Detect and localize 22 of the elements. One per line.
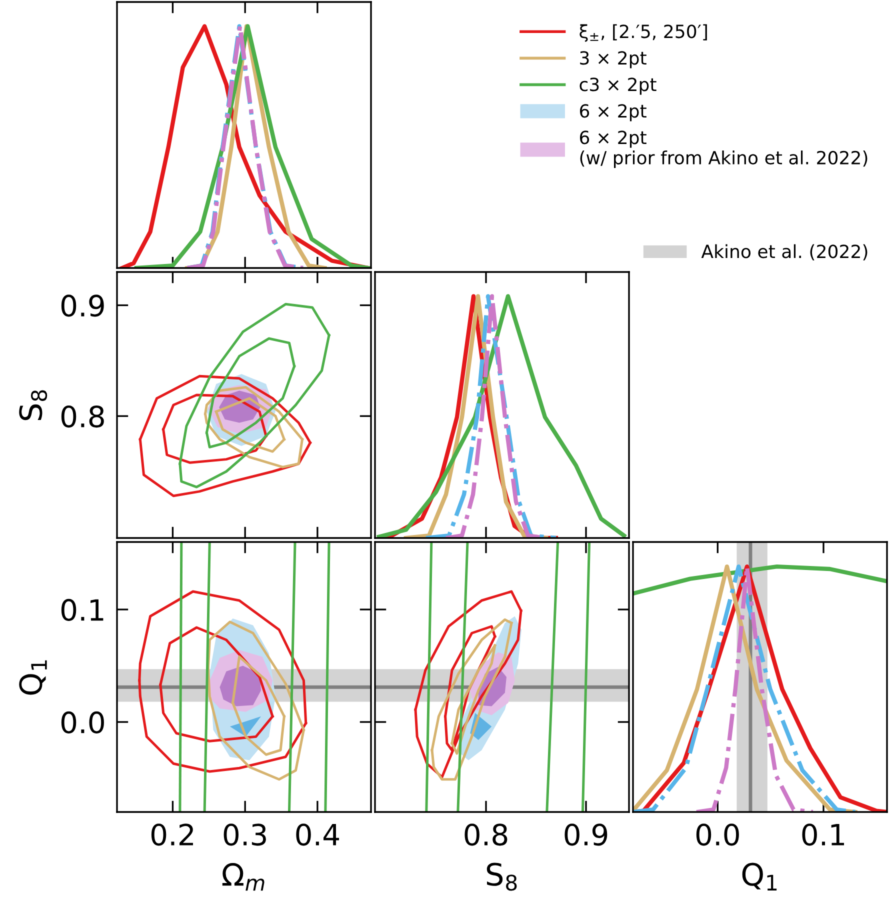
legend-label: 6 × 2pt (w/ prior from Akino et al. 2022) [580, 130, 868, 168]
x-tick-label: 0.8 [464, 824, 508, 846]
y-tick-label: 0.9 [61, 294, 104, 317]
x-tick-label: 0.1 [802, 824, 844, 846]
x-tick-label: 0.0 [696, 824, 739, 846]
legend-label: 3 × 2pt [580, 51, 646, 68]
legend-label: Akino et al. (2022) [701, 244, 868, 260]
y-tick-label: 0.8 [61, 406, 104, 428]
x-tick-label: 0.4 [296, 824, 340, 846]
legend-label: 6 × 2pt [580, 104, 646, 122]
y-axis-title: Q$_{1}$ [19, 660, 47, 695]
y-tick-label: 0.1 [61, 598, 104, 621]
legend-label: c3 × 2pt [580, 78, 656, 95]
x-axis-title: Ω$_{m}$ [222, 863, 264, 891]
legend-label: ξ$_{±}$, [2.′5, 250′] [580, 24, 707, 42]
x-tick-label: 0.3 [224, 824, 266, 846]
x-axis-title: Q$_{1}$ [742, 862, 777, 890]
y-tick-label: 0.0 [61, 711, 104, 734]
x-tick-label: 0.2 [151, 824, 193, 846]
y-axis-title: S$_{8}$ [19, 390, 48, 420]
x-axis-title: S$_{8}$ [486, 862, 517, 891]
x-tick-label: 0.9 [564, 824, 608, 846]
